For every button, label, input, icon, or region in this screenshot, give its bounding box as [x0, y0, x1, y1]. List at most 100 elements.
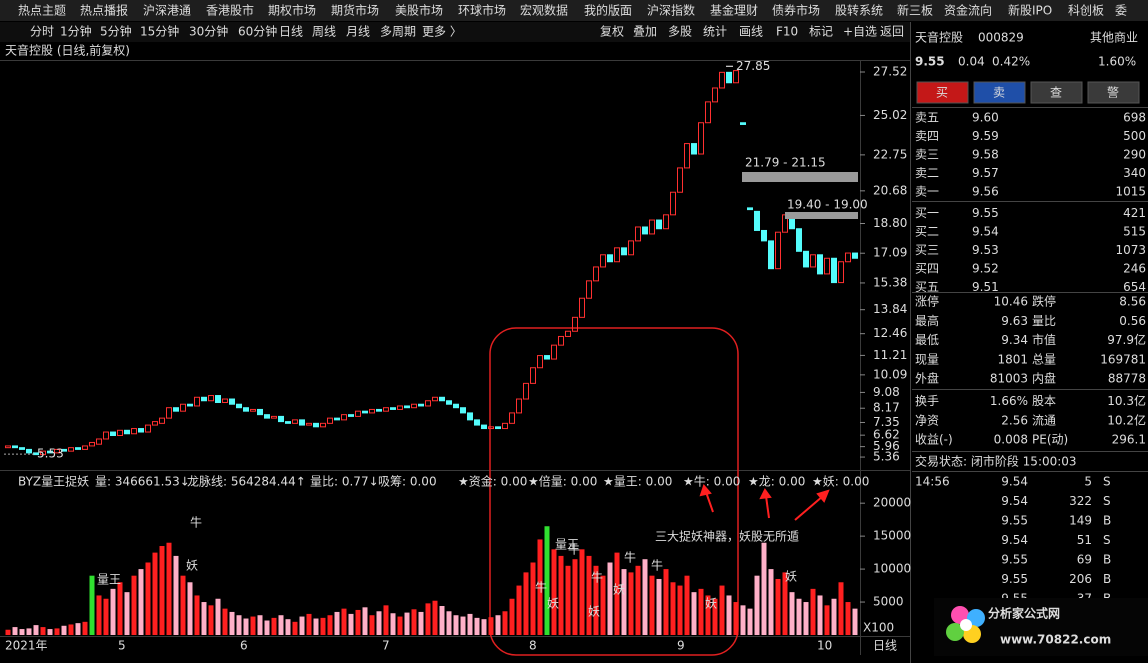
tool-button[interactable]: +自选: [843, 25, 877, 39]
volume-bar: [670, 582, 676, 635]
x-tick-label: 8: [529, 639, 537, 653]
volume-bar: [215, 598, 221, 635]
menu-item[interactable]: 热点播报: [80, 3, 128, 18]
candle: [838, 261, 844, 284]
volume-bar: [33, 625, 39, 635]
menu-item[interactable]: 科创板: [1068, 4, 1104, 18]
volume-bar: [852, 608, 858, 635]
logo: [934, 598, 1148, 656]
candle: [600, 254, 606, 268]
menu-item[interactable]: 资金流向: [944, 3, 992, 18]
volume-bar: [257, 615, 263, 635]
volume-bar: [551, 549, 557, 635]
volume-bar: [747, 608, 753, 635]
period-tab[interactable]: 日线: [279, 25, 303, 39]
volume-bar: [558, 555, 564, 635]
candle: [215, 395, 221, 403]
candle: [159, 417, 165, 424]
trade-side: B: [1103, 572, 1111, 586]
tool-button[interactable]: 复权: [600, 25, 624, 39]
y-tick-label: 10000: [873, 562, 911, 576]
menu-item[interactable]: 我的版面: [584, 3, 632, 18]
trade-button[interactable]: [1087, 81, 1140, 104]
menu-item[interactable]: 沪深指数: [647, 3, 695, 18]
menu-item[interactable]: 基金理财: [710, 3, 758, 18]
tool-button[interactable]: 画线: [739, 25, 763, 39]
book-volume: 698: [1123, 111, 1146, 125]
menu-item[interactable]: 宏观数据: [520, 3, 568, 18]
menu-item[interactable]: 新股IPO: [1008, 3, 1052, 18]
stat-label: 跌停: [1032, 294, 1056, 309]
period-tab[interactable]: 30分钟: [189, 24, 228, 39]
signal-label: 妖: [588, 605, 600, 619]
menu-item[interactable]: 期货市场: [331, 3, 379, 18]
period-label: 日线: [873, 639, 897, 653]
period-tab[interactable]: 60分钟: [238, 24, 277, 39]
book-volume: 246: [1123, 262, 1146, 276]
candle: [593, 266, 599, 282]
candle: [656, 219, 662, 230]
period-tab[interactable]: 5分钟: [100, 24, 132, 39]
volume-bar: [593, 565, 599, 635]
candle: [334, 417, 340, 421]
indicator-legend: 龙脉线: 564284.44↑: [187, 474, 306, 489]
period-tab[interactable]: 1分钟: [60, 24, 92, 39]
volume-bar: [607, 562, 613, 635]
volume-bar: [341, 608, 347, 635]
candle: [341, 414, 347, 421]
volume-bar: [677, 585, 683, 635]
trade-button-label: 警: [1107, 85, 1119, 100]
volume-bar: [250, 616, 256, 635]
candle: [523, 382, 529, 400]
menu-item[interactable]: 股转系统: [835, 3, 883, 18]
tool-button[interactable]: 返回: [880, 25, 904, 39]
period-tab[interactable]: 周线: [312, 25, 336, 39]
x-tick-label: 9: [677, 639, 685, 653]
tool-button[interactable]: 多股: [668, 25, 692, 39]
trade-status: 交易状态: 闭市阶段 15:00:03: [915, 454, 1077, 469]
period-tab[interactable]: 更多 〉: [422, 25, 462, 39]
stat-value: 169781: [1100, 352, 1146, 366]
menu-item[interactable]: 热点主题: [18, 4, 66, 18]
period-tab[interactable]: 分时: [30, 25, 54, 39]
volume-bar: [530, 562, 536, 635]
volume-bar: [243, 618, 249, 635]
menu-item[interactable]: 沪深港通: [143, 4, 191, 18]
tool-button[interactable]: F10: [776, 25, 798, 39]
tool-button[interactable]: 统计: [703, 25, 727, 39]
book-volume: 290: [1123, 148, 1146, 162]
tool-button[interactable]: 叠加: [633, 25, 657, 39]
book-label: 买五: [915, 280, 939, 294]
menu-item[interactable]: 期权市场: [268, 3, 316, 18]
period-tab[interactable]: 多周期: [380, 25, 416, 39]
candle: [446, 400, 452, 405]
candle: [677, 167, 683, 193]
menu-item[interactable]: 委: [1115, 4, 1127, 18]
trade-button[interactable]: [973, 81, 1026, 104]
candle: [712, 87, 718, 103]
volume-bar: [453, 615, 459, 635]
menu-item[interactable]: 香港股市: [206, 3, 254, 18]
volume-bar: [278, 615, 284, 635]
trade-price: 9.54: [1001, 494, 1028, 508]
candle: [152, 421, 158, 426]
stat-label: 涨停: [915, 294, 939, 309]
candle: [166, 407, 172, 419]
menu-item[interactable]: 环球市场: [458, 3, 506, 18]
candle: [530, 367, 536, 384]
candle: [12, 445, 18, 449]
menu-item[interactable]: 债券市场: [772, 3, 820, 18]
menu-item[interactable]: 美股市场: [395, 3, 443, 18]
candle: [551, 344, 557, 360]
volume-bar: [796, 598, 802, 635]
trade-button[interactable]: [1030, 81, 1083, 104]
candle: [495, 426, 501, 430]
trade-button[interactable]: [916, 81, 969, 104]
change-pct: 0.42%: [992, 55, 1030, 69]
tool-button[interactable]: 标记: [809, 25, 833, 39]
volume-bar: [565, 565, 571, 635]
menu-item[interactable]: 新三板: [897, 3, 933, 18]
candle: [110, 431, 116, 437]
period-tab[interactable]: 月线: [346, 25, 370, 39]
period-tab[interactable]: 15分钟: [140, 24, 179, 39]
